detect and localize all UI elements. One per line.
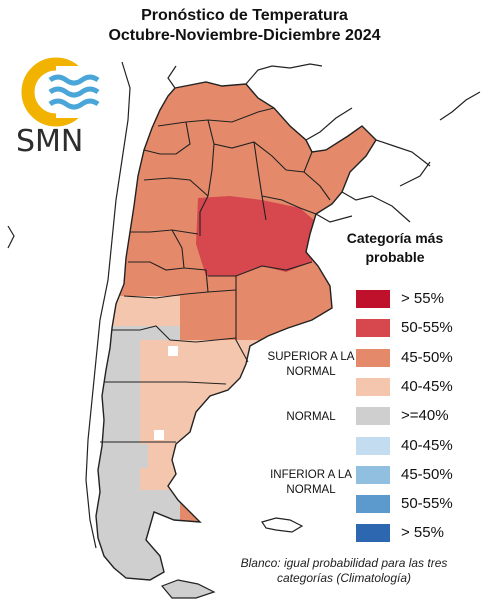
legend-label-superior: 45-50% [401,349,453,366]
legend-swatch-superior [356,319,390,337]
bolivia-border-line [167,65,177,89]
brazil-coast-line-2 [399,161,431,187]
uruguay-border-line [315,213,353,223]
tierra-del-fuego [160,579,216,599]
legend-swatch-inferior [356,524,390,542]
shade-50-55-pampa [196,196,316,276]
shade-white-patch [168,346,178,356]
footnote: Blanco: igual probabilidad para las tres… [240,556,448,585]
legend-label-normal: >=40% [401,407,449,424]
legend-swatch-inferior [356,495,390,513]
legend-inferior-label: INFERIOR A LA NORMAL [270,469,352,496]
legend-title: Categoría más probable [346,230,444,265]
brazil-border-line [375,139,431,167]
title-line-1: Pronóstico de Temperatura [141,7,348,24]
legend-swatch-inferior [356,437,390,455]
legend-label-superior: > 55% [401,290,444,307]
chile-coast-line [85,61,131,549]
bolivia-paraguay-border-line [245,63,323,85]
malvinas-islands [261,517,304,533]
legend-label-inferior: 40-45% [401,437,453,454]
legend-label-inferior: 50-55% [401,495,453,512]
brazil-coast-line [439,91,481,121]
shade-white-patch-2 [154,430,164,440]
legend-swatch-normal [356,407,390,425]
brazil-uruguay-border-line [341,191,411,223]
legend-swatch-inferior [356,466,390,484]
smn-logo-icon [21,57,100,127]
legend-label-superior: 40-45% [401,378,453,395]
legend-normal-label: NORMAL [286,411,336,423]
shade-normal-patch [136,444,148,468]
paraguay-border-line [305,107,353,141]
legend-label-superior: 50-55% [401,319,453,336]
shade-40-45-patagonia-east [178,340,258,440]
legend-swatch-superior [356,290,390,308]
legend-swatch-superior [356,378,390,396]
province-borders [100,107,331,443]
map-title: Pronóstico de Temperatura Octubre-Noviem… [0,6,489,46]
shade-40-45-andes [110,296,180,326]
smn-logo-text: SMN [16,124,84,159]
legend-label-inferior: > 55% [401,524,444,541]
legend-swatch-superior [356,349,390,367]
neighbor-borders [7,61,481,549]
pacific-island-line [7,225,15,249]
legend-label-inferior: 45-50% [401,466,453,483]
legend-superior-label: SUPERIOR A LA NORMAL [267,351,355,378]
title-line-2: Octubre-Noviembre-Diciembre 2024 [108,27,381,44]
